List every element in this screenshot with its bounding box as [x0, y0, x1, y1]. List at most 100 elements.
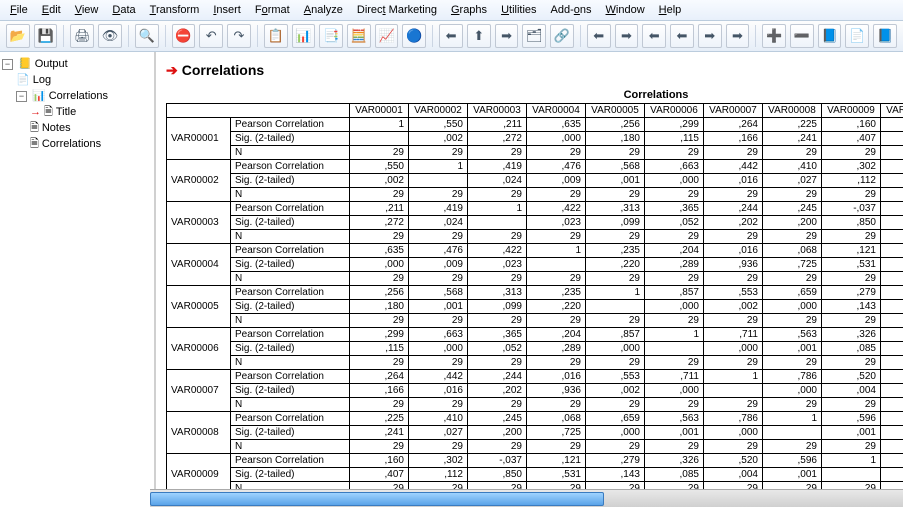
- toolbar-button[interactable]: 🔗: [550, 24, 574, 48]
- toolbar-button[interactable]: ➖: [790, 24, 814, 48]
- cell-value: ,857: [586, 328, 645, 342]
- cell-value: 29: [527, 146, 586, 160]
- menu-format[interactable]: Format: [249, 2, 296, 18]
- toolbar-button[interactable]: ⬅: [439, 24, 463, 48]
- toolbar-button[interactable]: 📘: [818, 24, 842, 48]
- cell-value: ,211: [468, 118, 527, 132]
- toolbar-button[interactable]: 🔍: [135, 24, 159, 48]
- cell-value: ,002: [409, 132, 468, 146]
- tree-notes[interactable]: 🗎Notes: [2, 120, 152, 136]
- cell-value: ,121: [527, 454, 586, 468]
- cell-value: ,000: [586, 426, 645, 440]
- toolbar-button[interactable]: 🖨: [70, 24, 94, 48]
- toolbar-button[interactable]: 👁: [98, 24, 122, 48]
- tree-correlations[interactable]: −📊Correlations: [2, 88, 152, 104]
- cell-value: ,052: [468, 342, 527, 356]
- cell-value: ,024: [468, 174, 527, 188]
- cell-value: 1: [763, 412, 822, 426]
- cell-value: ,009: [409, 258, 468, 272]
- toolbar-button[interactable]: 🗂: [522, 24, 546, 48]
- toolbar-button[interactable]: 📂: [6, 24, 30, 48]
- cell-value: ,563: [645, 412, 704, 426]
- cell-value: ,235: [586, 244, 645, 258]
- toolbar-button[interactable]: 📘: [873, 24, 897, 48]
- cell-value: ,531: [822, 258, 881, 272]
- tree-title[interactable]: →🗎Title: [2, 104, 152, 120]
- tree-log[interactable]: 📄Log: [2, 72, 152, 88]
- cell-value: ,659: [586, 412, 645, 426]
- cell-value: ,711: [645, 370, 704, 384]
- stat-label: N: [231, 398, 350, 412]
- cell-value: ,002: [350, 174, 409, 188]
- cell-value: ,121: [822, 244, 881, 258]
- cell-value: 29: [409, 146, 468, 160]
- cell-value: ,563: [763, 328, 822, 342]
- row-var: VAR00004: [167, 244, 231, 286]
- cell-value: ,057: [881, 132, 903, 146]
- horizontal-scrollbar[interactable]: [150, 489, 903, 507]
- cell-value: 29: [645, 440, 704, 454]
- toolbar-button[interactable]: ↷: [227, 24, 251, 48]
- toolbar-button[interactable]: ➡: [726, 24, 750, 48]
- menu-view[interactable]: View: [69, 2, 105, 18]
- toolbar-button[interactable]: ⛔: [172, 24, 196, 48]
- toolbar-button[interactable]: 🧮: [347, 24, 371, 48]
- cell-value: 29: [881, 146, 903, 160]
- menu-graphs[interactable]: Graphs: [445, 2, 493, 18]
- toolbar-button[interactable]: ⬅: [587, 24, 611, 48]
- menu-analyze[interactable]: Analyze: [298, 2, 349, 18]
- toolbar-button[interactable]: ↶: [199, 24, 223, 48]
- cell-value: 29: [881, 230, 903, 244]
- toolbar-button[interactable]: ➡: [698, 24, 722, 48]
- menu-transform[interactable]: Transform: [144, 2, 206, 18]
- menu-window[interactable]: Window: [600, 2, 651, 18]
- menu-direct-marketing[interactable]: Direct Marketing: [351, 2, 443, 18]
- toolbar-button[interactable]: ➡: [615, 24, 639, 48]
- cell-value: ,241: [763, 132, 822, 146]
- tree-correlations-table[interactable]: 🗎Correlations: [2, 136, 152, 152]
- toolbar-button[interactable]: ➡: [495, 24, 519, 48]
- cell-value: ,313: [586, 202, 645, 216]
- toolbar-button[interactable]: 📋: [264, 24, 288, 48]
- menu-data[interactable]: Data: [106, 2, 141, 18]
- toolbar-button[interactable]: 📄: [845, 24, 869, 48]
- cell-value: 29: [881, 356, 903, 370]
- menu-edit[interactable]: Edit: [36, 2, 67, 18]
- cell-value: ,568: [409, 286, 468, 300]
- tree-output[interactable]: −📒Output: [2, 56, 152, 72]
- cell-value: ,396: [881, 160, 903, 174]
- toolbar-button[interactable]: ⬅: [642, 24, 666, 48]
- cell-value: 29: [645, 314, 704, 328]
- cell-value: ,419: [409, 202, 468, 216]
- cell-value: 29: [645, 356, 704, 370]
- cell-value: ,520: [704, 454, 763, 468]
- cell-value: ,001: [645, 426, 704, 440]
- cell-value: ,068: [527, 412, 586, 426]
- toolbar-button[interactable]: ⬅: [670, 24, 694, 48]
- menu-add-ons[interactable]: Add-ons: [545, 2, 598, 18]
- cell-value: ,001: [409, 300, 468, 314]
- cell-value: ,002: [881, 342, 903, 356]
- cell-value: ,052: [645, 216, 704, 230]
- menu-file[interactable]: File: [4, 2, 34, 18]
- toolbar-button[interactable]: 📈: [375, 24, 399, 48]
- toolbar-button[interactable]: 💾: [34, 24, 58, 48]
- cell-value: ,556: [881, 412, 903, 426]
- toolbar-button[interactable]: 📊: [292, 24, 316, 48]
- menu-bar: FileEditViewDataTransformInsertFormatAna…: [0, 0, 903, 21]
- cell-value: 29: [468, 356, 527, 370]
- menu-utilities[interactable]: Utilities: [495, 2, 542, 18]
- cell-value: 29: [468, 146, 527, 160]
- toolbar-button[interactable]: ➕: [762, 24, 786, 48]
- toolbar-button[interactable]: 🔵: [402, 24, 426, 48]
- toolbar-button[interactable]: ⬆: [467, 24, 491, 48]
- cell-value: ,264: [350, 370, 409, 384]
- menu-help[interactable]: Help: [653, 2, 688, 18]
- cell-value: ,410: [763, 160, 822, 174]
- cell-value: 29: [704, 188, 763, 202]
- toolbar-button[interactable]: 📑: [319, 24, 343, 48]
- menu-insert[interactable]: Insert: [207, 2, 247, 18]
- cell-value: 29: [468, 440, 527, 454]
- cell-value: 29: [409, 440, 468, 454]
- cell-value: 29: [822, 146, 881, 160]
